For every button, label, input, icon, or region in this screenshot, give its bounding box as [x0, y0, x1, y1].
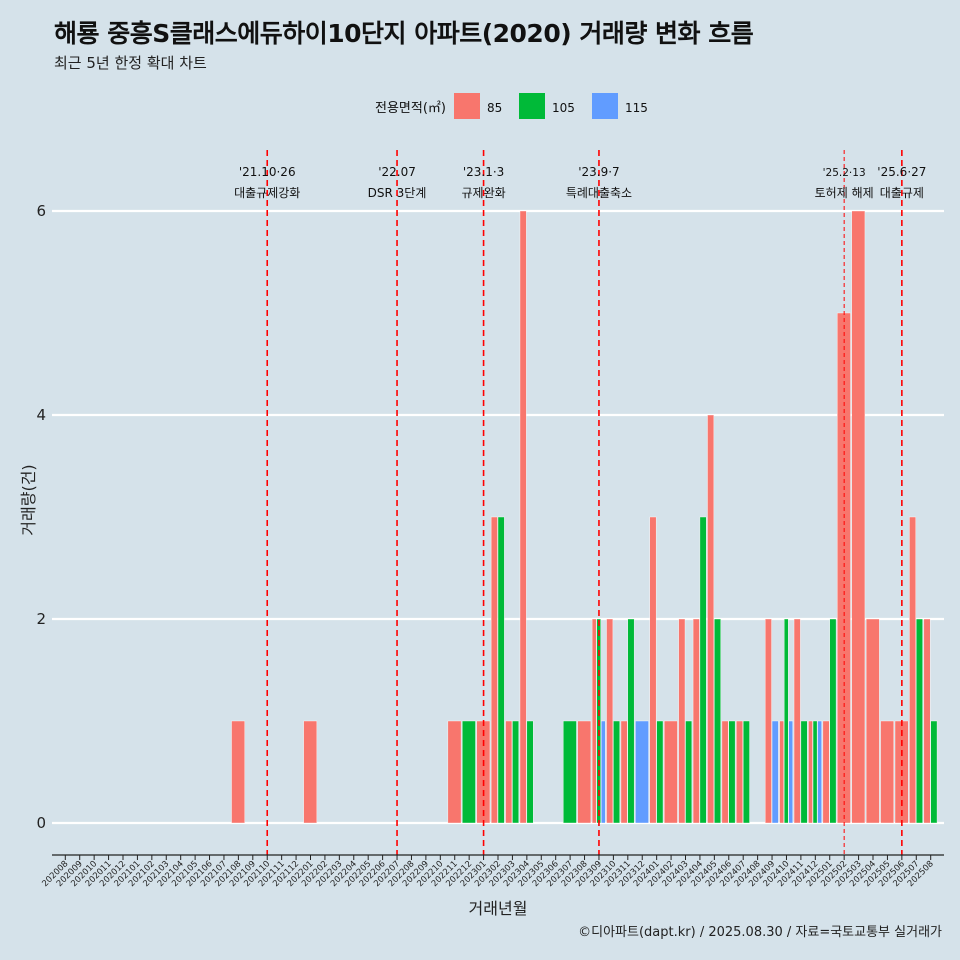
bar-85-202406	[721, 720, 729, 824]
bar-85-202505	[880, 720, 894, 824]
bar-105-202501	[829, 618, 837, 824]
bar-85-202410	[779, 720, 784, 824]
bar-115-202309	[601, 720, 606, 824]
bar-115-202412	[817, 720, 822, 824]
bar-85-202311	[620, 720, 628, 824]
bar-105-202406	[728, 720, 736, 824]
bar-105-202401	[656, 720, 664, 824]
bar-85-202508	[923, 618, 931, 824]
y-tick-label: 2	[36, 610, 46, 628]
bar-85-202211	[447, 720, 462, 824]
annotation-label: 규제완화	[461, 186, 505, 200]
bar-85-202201	[303, 720, 318, 824]
bar-105-202507	[916, 618, 923, 824]
bar-105-202405	[714, 618, 721, 824]
annotation-label: DSR 3단계	[368, 186, 427, 200]
bar-105-202407	[742, 720, 750, 824]
legend-label-105: 105	[552, 101, 575, 115]
annotation-label: 토허제 해제	[815, 186, 874, 200]
bar-105-202307	[563, 720, 577, 824]
annotation-label: 대출규제강화	[234, 186, 300, 200]
source-caption: ©디아파트(dapt.kr) / 2025.08.30 / 자료=국토교통부 실…	[578, 925, 942, 940]
bar-105-202404	[699, 516, 707, 824]
bar-85-202302	[490, 516, 498, 824]
bars	[231, 210, 938, 824]
annotation-date: '25.2·13	[823, 167, 866, 179]
policy-annotations: '21.10·26 대출규제강화 '22.07 DSR 3단계 '23.1·3 규제완화 '…	[234, 150, 926, 855]
bar-85-202411	[793, 618, 801, 824]
annotation-date: '25.6·27	[877, 165, 926, 179]
bar-85-202108	[231, 720, 245, 824]
bar-85-202403	[678, 618, 686, 824]
bar-85-202503	[851, 210, 866, 824]
legend-swatch-105	[519, 93, 545, 119]
bar-105-202403	[685, 720, 693, 824]
bar-85-202501	[822, 720, 830, 824]
bar-85-202310	[606, 618, 614, 824]
bar-85-202303	[505, 720, 513, 824]
bar-85-202507	[909, 516, 916, 824]
annotation-date: '21.10·26	[239, 165, 296, 179]
x-axis: 2020082020092020102020112020122021012021…	[40, 854, 944, 889]
bar-115-202410	[788, 720, 794, 824]
bar-85-202308	[577, 720, 592, 824]
y-tick-label: 6	[36, 202, 46, 220]
annotation-date: '22.07	[378, 165, 416, 179]
chart-title: 해룡 중흥S클래스에듀하이10단지 아파트(2020) 거래량 변화 흐름	[54, 19, 754, 48]
annotation-label: 특례대출축소	[566, 186, 632, 200]
bar-105-202410	[783, 618, 789, 824]
bar-105-202411	[800, 720, 808, 824]
legend-swatch-115	[592, 93, 618, 119]
bar-105-202303	[512, 720, 519, 824]
bar-105-202310	[613, 720, 620, 824]
bar-85-202404	[692, 618, 700, 824]
bar-115-202409	[771, 720, 779, 824]
annotation-date: '23.1·3	[463, 165, 504, 179]
y-tick-label: 0	[36, 814, 46, 832]
bar-105-202304	[526, 720, 534, 824]
bar-85-202309	[591, 618, 597, 824]
bar-85-202409	[764, 618, 772, 824]
bar-105-202508	[930, 720, 938, 824]
legend-label-85: 85	[487, 101, 502, 115]
legend: 전용면적(㎡) 85 105 115	[375, 93, 648, 119]
x-axis-title: 거래년월	[469, 899, 528, 918]
bar-85-202407	[736, 720, 743, 824]
bar-105-202302	[497, 516, 505, 824]
annotation-label: 대출규제	[880, 186, 924, 200]
annotation-date: '23.9·7	[578, 165, 619, 179]
bar-115-202312	[635, 720, 649, 824]
bar-105-202412	[812, 720, 818, 824]
y-tick-label: 4	[36, 406, 46, 424]
bar-105-202311	[627, 618, 635, 824]
legend-swatch-85	[454, 93, 480, 119]
y-axis-title: 거래량(건)	[19, 464, 38, 535]
bar-85-202412	[808, 720, 813, 824]
legend-title: 전용면적(㎡)	[375, 101, 446, 116]
legend-label-115: 115	[625, 101, 648, 115]
bar-85-202304	[519, 210, 527, 824]
bar-85-202405	[707, 414, 715, 824]
bar-85-202402	[664, 720, 678, 824]
y-axis: 0 2 4 6	[36, 202, 46, 832]
chart-subtitle: 최근 5년 한정 확대 차트	[54, 54, 207, 72]
bar-85-202401	[649, 516, 657, 824]
bar-85-202504	[865, 618, 880, 824]
bar-105-202212	[462, 720, 476, 824]
